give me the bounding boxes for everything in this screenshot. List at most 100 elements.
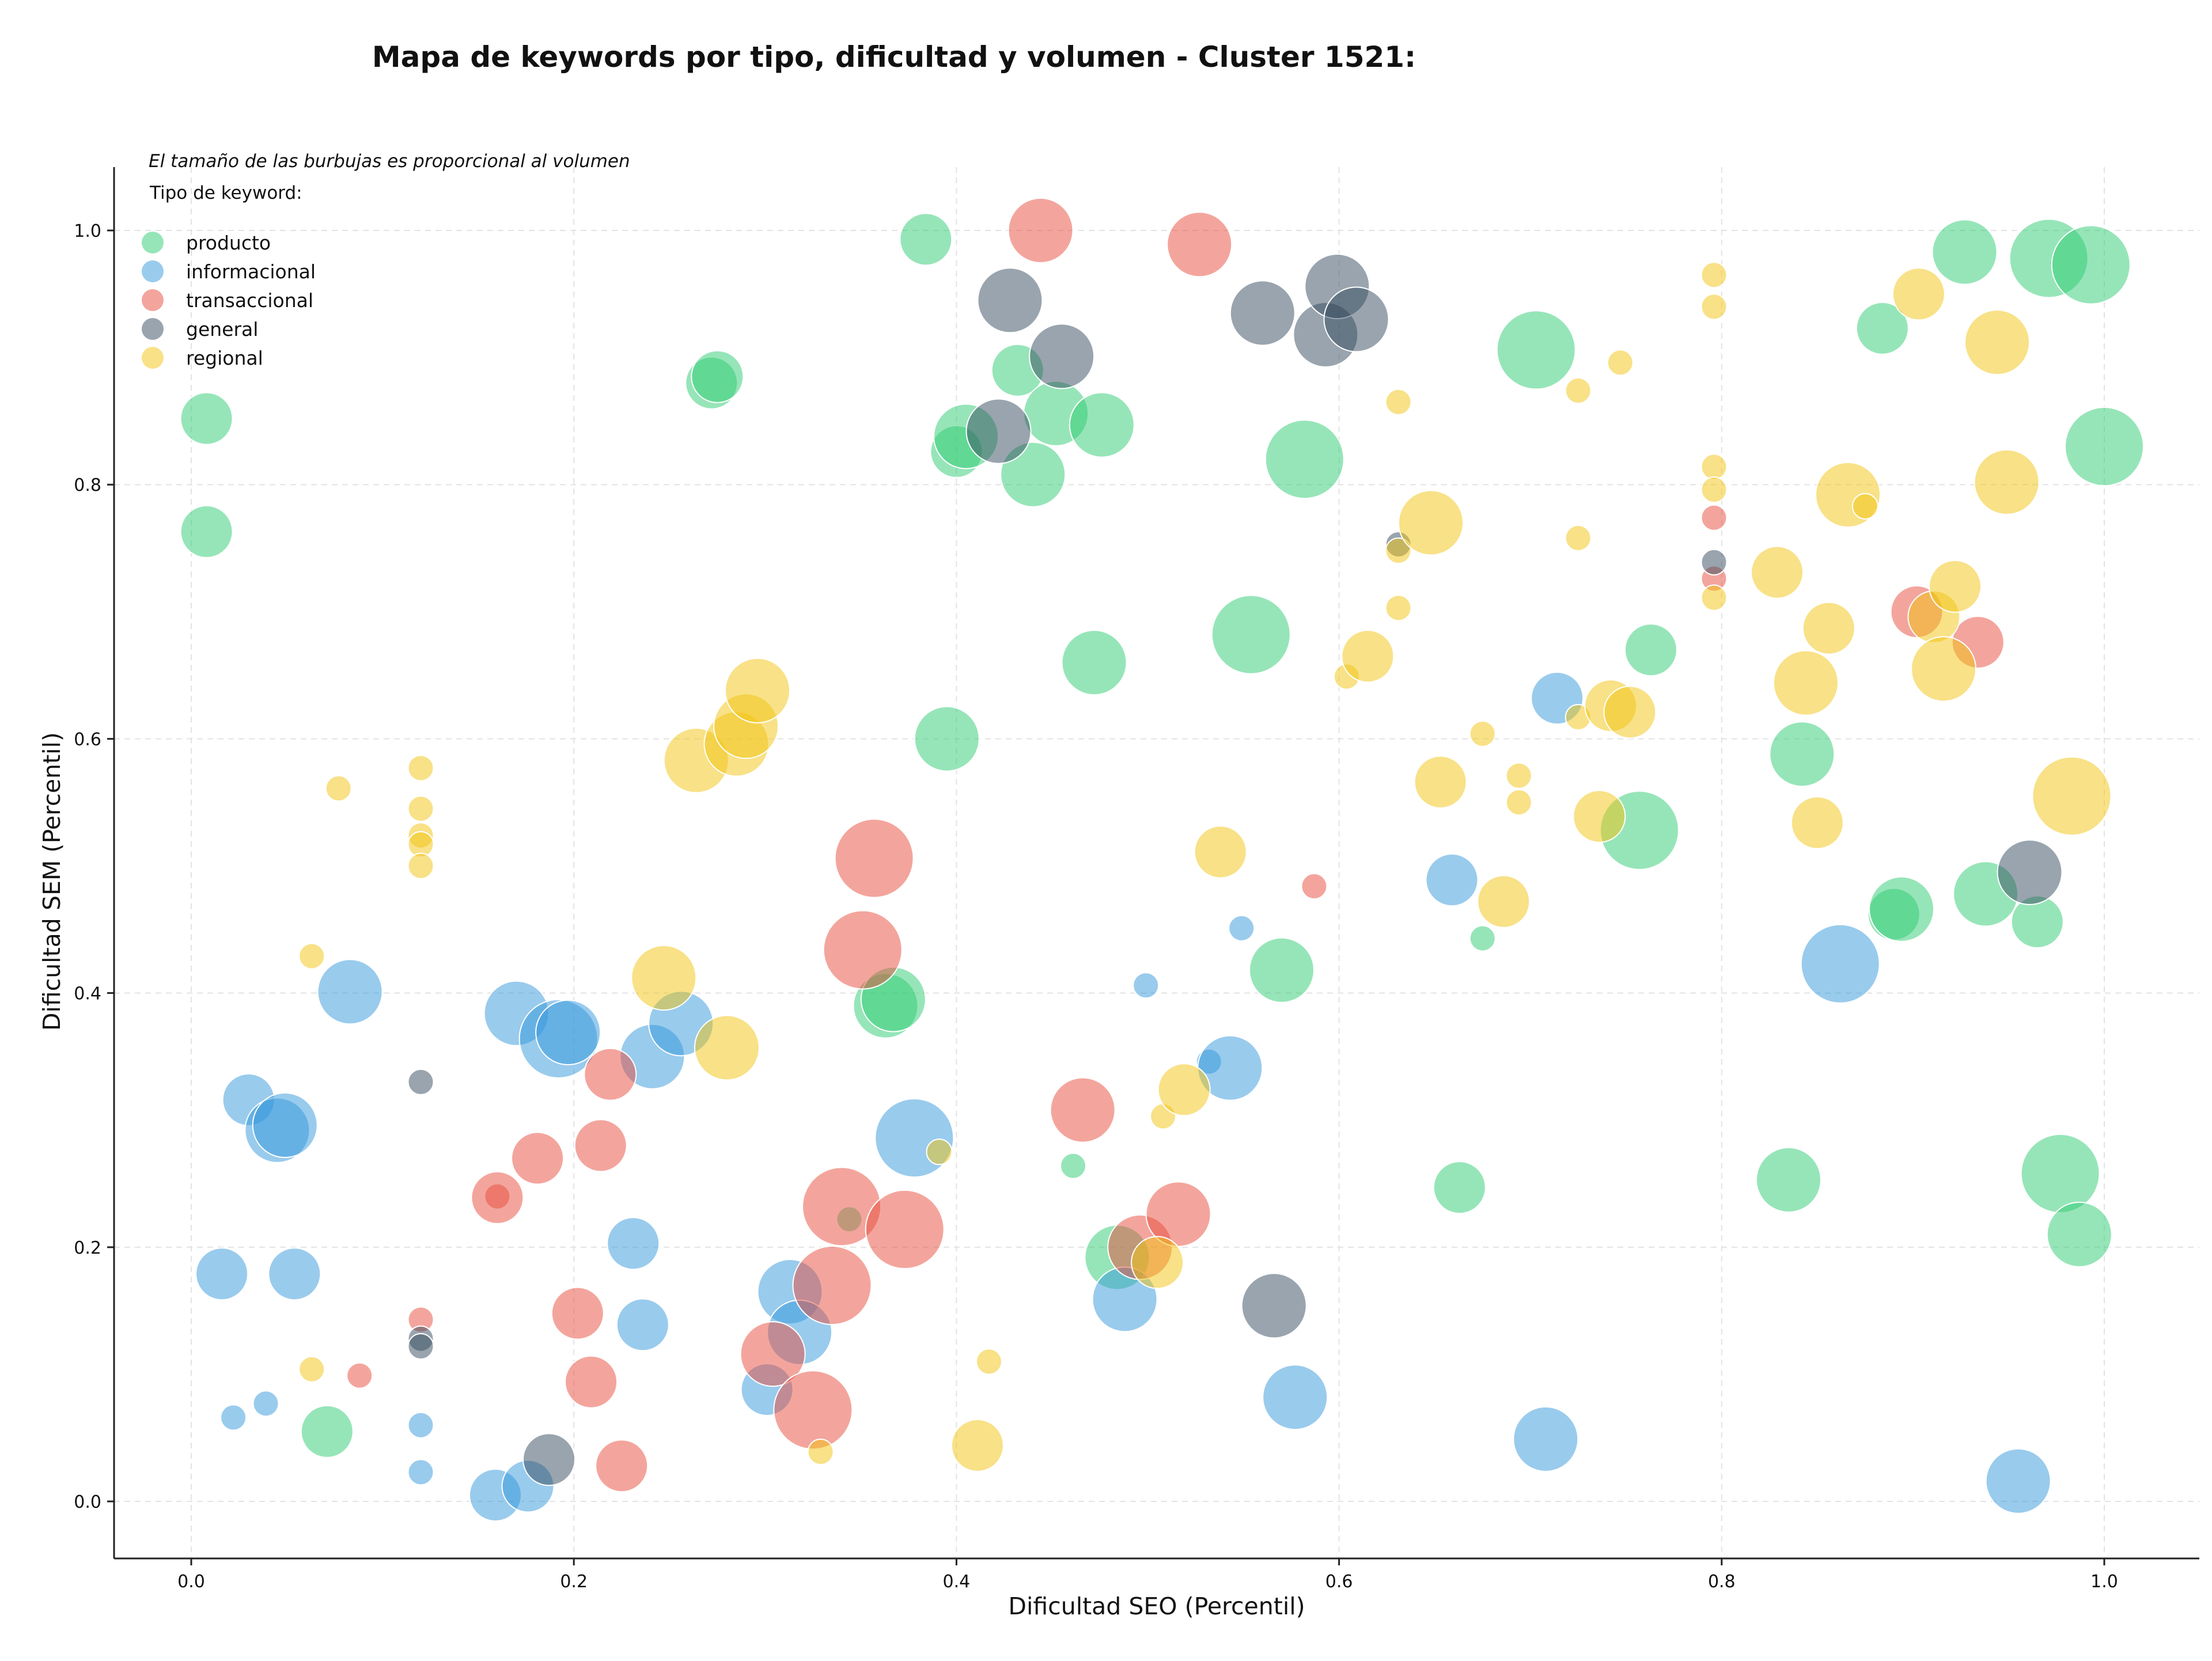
bubble-regional — [1607, 349, 1634, 376]
bubble-regional — [1790, 796, 1844, 849]
legend-marker-general — [142, 318, 164, 340]
bubble-producto — [1931, 219, 1998, 285]
bubble-transaccional — [565, 1355, 618, 1409]
bubble-transaccional — [1050, 1077, 1116, 1143]
bubble-regional — [1964, 309, 2030, 376]
bubble-producto — [1060, 1152, 1086, 1179]
bubble-informacional — [1425, 853, 1479, 907]
legend-label-general: general — [186, 318, 258, 340]
bubble-general — [407, 1069, 434, 1095]
bubble-regional — [1772, 650, 1839, 716]
bubble-informacional — [1262, 1364, 1328, 1431]
y-tick-label: 0.6 — [74, 729, 101, 750]
bubble-informacional — [1132, 972, 1160, 999]
bubble-producto — [2051, 225, 2131, 305]
bubble-regional — [1603, 686, 1657, 739]
bubble-transaccional — [471, 1171, 524, 1224]
bubbles — [180, 198, 2144, 1522]
x-axis-label: Dificultad SEO (Percentil) — [1008, 1592, 1305, 1620]
bubble-regional — [1700, 476, 1728, 503]
bubble-informacional — [535, 1000, 601, 1065]
grid — [114, 167, 2199, 1558]
bubble-transaccional — [773, 1370, 853, 1450]
bubble-regional — [1469, 720, 1496, 747]
size-note: El tamaño de las burbujas es proporciona… — [149, 151, 630, 172]
legend-title: Tipo de keyword: — [149, 183, 302, 203]
x-tick-label: 1.0 — [2090, 1572, 2118, 1592]
bubble-transaccional — [1007, 198, 1074, 263]
bubble-regional — [1414, 755, 1467, 809]
legend-label-producto: producto — [186, 232, 271, 254]
x-tick-label: 0.4 — [943, 1572, 971, 1592]
bubble-informacional — [195, 1247, 249, 1301]
bubble-regional — [1505, 789, 1532, 816]
bubble-general — [1700, 548, 1728, 576]
bubble-producto — [180, 505, 233, 558]
bubble-regional — [407, 795, 434, 822]
bubble-informacional — [1513, 1406, 1579, 1472]
bubble-regional — [694, 1015, 760, 1081]
y-tick-label: 0.2 — [74, 1238, 101, 1258]
y-tick-label: 0.4 — [74, 984, 101, 1004]
bubble-regional — [1974, 449, 2040, 515]
bubble-general — [1029, 323, 1095, 389]
bubble-producto — [2065, 407, 2144, 486]
bubble-producto — [1264, 419, 1344, 500]
bubble-producto — [1249, 937, 1315, 1003]
bubble-regional — [1565, 377, 1592, 404]
bubble-producto — [300, 1405, 354, 1458]
bubble-general — [965, 398, 1032, 464]
y-tick-label: 0.8 — [74, 475, 101, 495]
bubble-general — [977, 267, 1043, 334]
bubble-transaccional — [740, 1321, 806, 1387]
bubble-regional — [1131, 1236, 1184, 1289]
bubble-producto — [914, 706, 980, 772]
y-tick-label: 0.0 — [74, 1492, 101, 1512]
bubble-regional — [1157, 1063, 1211, 1117]
bubble-transaccional — [865, 1189, 945, 1269]
bubble-informacional — [1985, 1448, 2051, 1514]
x-tick-label: 0.2 — [560, 1572, 588, 1592]
bubble-regional — [1477, 875, 1531, 928]
bubble-transaccional — [551, 1287, 604, 1340]
bubble-regional — [926, 1138, 953, 1166]
bubble-producto — [1061, 630, 1127, 695]
bubble-informacional — [268, 1247, 321, 1301]
bubble-producto — [899, 213, 953, 266]
x-tick-label: 0.8 — [1708, 1572, 1736, 1592]
bubble-producto — [1496, 310, 1576, 390]
bubble-general — [522, 1433, 575, 1486]
bubble-regional — [1565, 524, 1592, 551]
bubble-transaccional — [834, 818, 914, 898]
chart-title: Mapa de keywords por tipo, dificultad y … — [372, 40, 1416, 74]
bubble-transaccional — [792, 1246, 872, 1325]
bubble-general — [407, 1333, 434, 1360]
bubble-regional — [1892, 267, 1945, 321]
legend-marker-informacional — [142, 260, 164, 282]
bubble-informacional — [317, 959, 383, 1025]
bubble-transaccional — [346, 1362, 373, 1389]
bubble-regional — [1573, 790, 1626, 843]
bubble-informacional — [607, 1217, 660, 1270]
bubble-informacional — [407, 1459, 434, 1486]
bubble-informacional — [616, 1298, 669, 1352]
bubble-regional — [1385, 388, 1412, 415]
bubble-transaccional — [1700, 504, 1728, 531]
bubble-transaccional — [584, 1047, 637, 1101]
bubble-regional — [1341, 630, 1395, 683]
bubble-transaccional — [1301, 873, 1328, 900]
bubble-regional — [2032, 756, 2112, 836]
x-tick-label: 0.6 — [1325, 1572, 1353, 1592]
legend-marker-regional — [142, 347, 164, 369]
bubble-general — [1997, 839, 2063, 905]
y-tick-label: 1.0 — [74, 221, 101, 241]
bubble-transaccional — [823, 910, 903, 990]
bubble-informacional — [252, 1092, 318, 1158]
bubble-producto — [2020, 1133, 2100, 1213]
bubble-regional — [407, 755, 434, 782]
bubble-producto — [1769, 721, 1835, 787]
legend: producto informacional transaccional genera… — [142, 232, 316, 369]
bubble-informacional — [1228, 915, 1255, 942]
bubble-regional — [1851, 493, 1878, 520]
